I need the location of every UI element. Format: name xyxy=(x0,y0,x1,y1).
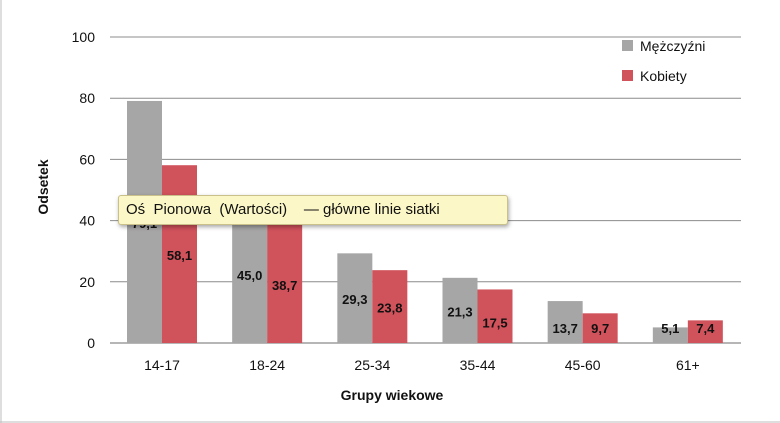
data-label: 9,7 xyxy=(591,321,609,336)
data-label: 7,4 xyxy=(696,321,715,336)
x-tick-label: 61+ xyxy=(676,357,700,373)
bar-men-25-34[interactable] xyxy=(337,253,373,343)
bar-women-45-60[interactable] xyxy=(582,313,618,343)
data-labels: 79,158,145,038,729,323,821,317,513,79,75… xyxy=(132,216,715,336)
x-tick-label: 35-44 xyxy=(460,357,496,373)
data-label: 21,3 xyxy=(447,304,472,319)
bar-men-45-60[interactable] xyxy=(547,301,583,343)
y-tick-label: 60 xyxy=(79,151,95,167)
gridline-tooltip: Oś Pionowa (Wartości) — główne linie sia… xyxy=(118,195,508,225)
data-label: 23,8 xyxy=(377,301,402,316)
data-label: 38,7 xyxy=(272,278,297,293)
legend-label: Kobiety xyxy=(640,68,687,84)
x-axis-title: Grupy wiekowe xyxy=(341,387,444,403)
x-tick-label: 18-24 xyxy=(249,357,285,373)
bars xyxy=(127,100,723,343)
bar-men-18-24[interactable] xyxy=(232,205,268,343)
y-axis-title: Odsetek xyxy=(35,159,51,214)
y-tick-label: 20 xyxy=(79,274,95,290)
x-tick-label: 45-60 xyxy=(565,357,601,373)
y-tick-label: 100 xyxy=(72,29,96,45)
bar-women-61+[interactable] xyxy=(687,320,723,343)
x-tick-label: 14-17 xyxy=(144,357,180,373)
legend-swatch xyxy=(622,70,633,81)
y-tick-label: 80 xyxy=(79,90,95,106)
legend-swatch xyxy=(622,40,633,51)
axes: 0 20 40 60 80 100 14-17 18-24 25-34 35-44 45-60 61+… xyxy=(35,29,700,403)
data-label: 17,5 xyxy=(482,315,507,330)
data-label: 13,7 xyxy=(553,321,578,336)
bar-men-61+[interactable] xyxy=(652,327,688,343)
bar-women-18-24[interactable] xyxy=(267,224,303,343)
data-label: 45,0 xyxy=(237,268,262,283)
bar-men-35-44[interactable] xyxy=(442,277,478,343)
x-tick-label: 25-34 xyxy=(354,357,390,373)
legend: Mężczyźni Kobiety xyxy=(622,38,705,84)
data-label: 5,1 xyxy=(661,321,679,336)
y-tick-label: 40 xyxy=(79,213,95,229)
data-label: 58,1 xyxy=(167,248,192,263)
bar-women-14-17[interactable] xyxy=(162,165,197,343)
data-label: 29,3 xyxy=(342,292,367,307)
bar-women-25-34[interactable] xyxy=(372,270,408,343)
y-tick-label: 0 xyxy=(87,335,95,351)
legend-label: Mężczyźni xyxy=(640,38,705,54)
bar-women-35-44[interactable] xyxy=(477,289,513,343)
